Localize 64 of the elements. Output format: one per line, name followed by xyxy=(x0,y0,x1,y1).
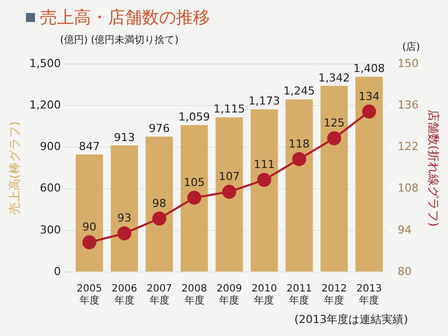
data-label: 1,115 xyxy=(214,102,245,116)
text: (2013年度は連結実績) xyxy=(294,312,408,327)
y-tick-label: 1,500 xyxy=(29,56,61,70)
data-label: 98 xyxy=(152,196,166,210)
data-label: 93 xyxy=(117,212,132,225)
text: (億円) xyxy=(60,35,88,46)
y2-tick-label: 80 xyxy=(398,264,412,278)
point xyxy=(257,172,272,187)
chart-title: 売上高・店舗数の推移 xyxy=(40,7,210,29)
data-label: 1,173 xyxy=(248,94,280,108)
data-label: 134 xyxy=(358,90,380,103)
y2-tick-label: 150 xyxy=(398,56,419,70)
data-label: 976 xyxy=(148,122,170,136)
data-label: 118 xyxy=(288,137,310,150)
y2-tick-label: 122 xyxy=(398,140,419,154)
y-tick-label: 1,200 xyxy=(29,98,61,112)
point xyxy=(327,131,342,146)
y-tick-label: 900 xyxy=(40,140,61,154)
x-tick-label: 2013年度 xyxy=(356,284,382,307)
point xyxy=(187,190,202,205)
bar xyxy=(250,109,278,272)
point xyxy=(222,184,236,199)
point xyxy=(292,152,306,166)
y-axis-title: 売上高(棒グラフ) xyxy=(7,121,22,215)
data-label: 1,342 xyxy=(318,71,350,84)
x-tick-label: 2007年度 xyxy=(146,284,172,307)
data-label: 111 xyxy=(254,158,275,172)
bar xyxy=(180,125,208,272)
y-tick-label: 300 xyxy=(40,223,61,236)
text: (店) xyxy=(402,40,420,54)
x-tick-label: 2011年度 xyxy=(286,284,312,307)
bar xyxy=(146,136,173,272)
text: (億円未満切り捨て) xyxy=(90,35,179,46)
x-tick-label: 2012年度 xyxy=(321,284,347,307)
x-tick-label: 2009年度 xyxy=(216,284,242,307)
bar xyxy=(110,145,138,272)
point xyxy=(82,235,96,250)
point xyxy=(362,104,376,119)
data-label: 913 xyxy=(114,130,135,144)
y2-tick-label: 136 xyxy=(398,98,419,112)
bar xyxy=(320,86,348,272)
x-tick-label: 2010年度 xyxy=(251,284,277,307)
data-label: 1,408 xyxy=(353,62,385,76)
data-label: 107 xyxy=(218,170,240,184)
point xyxy=(152,212,166,226)
bar xyxy=(76,154,104,272)
bar xyxy=(355,76,383,272)
y-tick-label: 0 xyxy=(54,264,61,278)
y2-axis-title: 店舗数(折れ線グラフ) xyxy=(426,109,441,227)
data-label: 125 xyxy=(324,116,345,130)
x-tick-label: 2008年度 xyxy=(182,284,208,307)
data-label: 90 xyxy=(82,220,96,234)
bar xyxy=(216,117,243,272)
data-label: 1,245 xyxy=(283,84,315,98)
x-tick-label: 2005年度 xyxy=(76,284,102,307)
data-label: 1,059 xyxy=(178,110,210,124)
bar xyxy=(286,99,313,272)
y-tick-label: 600 xyxy=(40,182,61,195)
y2-tick-label: 94 xyxy=(398,223,412,236)
x-tick-label: 2006年度 xyxy=(112,284,138,307)
data-label: 105 xyxy=(184,176,205,190)
y2-tick-label: 108 xyxy=(398,182,419,195)
point xyxy=(117,226,132,240)
data-label: 847 xyxy=(78,140,100,153)
